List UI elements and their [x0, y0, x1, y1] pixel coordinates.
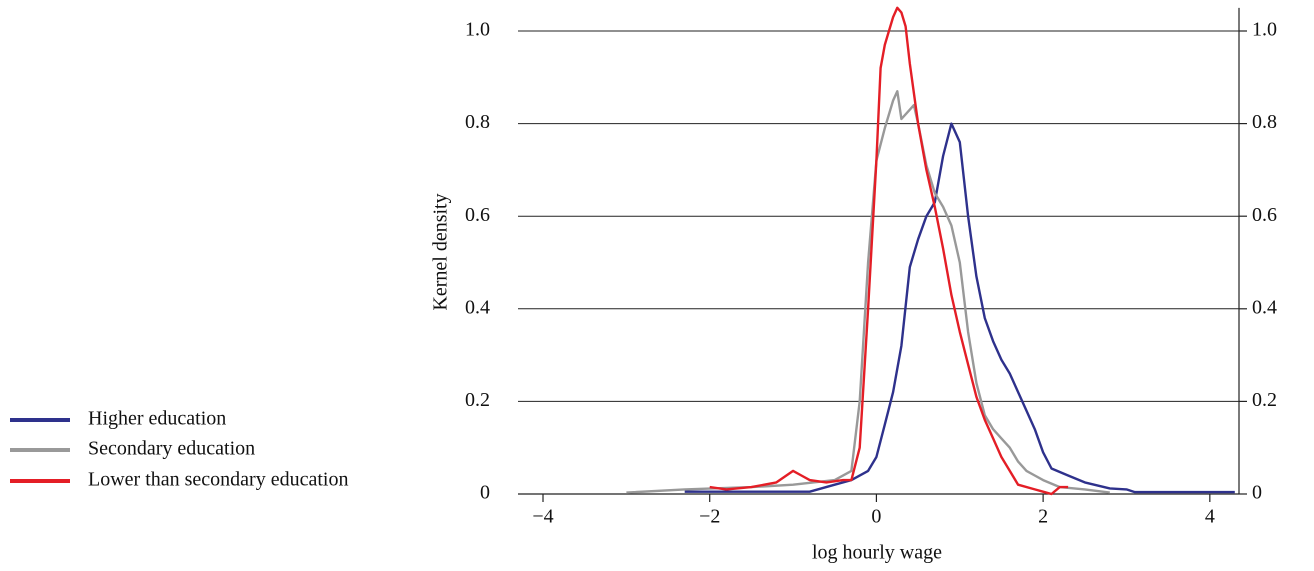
y-tick-label: 0.4 — [465, 296, 490, 318]
y-right-tick-label: 0.4 — [1252, 296, 1277, 318]
legend-label: Secondary education — [88, 438, 255, 460]
x-tick-label: 2 — [1038, 506, 1048, 528]
y-right-tick-label: 0.2 — [1252, 389, 1277, 411]
y-right-tick-label: 0.8 — [1252, 111, 1277, 133]
x-tick-label: −4 — [532, 506, 553, 528]
series-line — [684, 122, 1235, 494]
x-tick-label: 4 — [1205, 506, 1215, 528]
y-tick-label: 0.6 — [465, 204, 490, 226]
y-axis-label: Kernel density — [430, 193, 452, 310]
legend-label: Lower than secondary education — [88, 469, 348, 491]
y-tick-label: 0.2 — [465, 389, 490, 411]
y-right-tick-label: 0.6 — [1252, 204, 1277, 226]
x-tick-label: −2 — [699, 506, 720, 528]
x-tick-label: 0 — [871, 506, 881, 528]
y-right-tick-label: 1.0 — [1252, 19, 1277, 41]
y-tick-label: 0.8 — [465, 111, 490, 133]
x-axis-label: log hourly wage — [812, 542, 942, 564]
y-tick-label: 0 — [480, 482, 490, 504]
y-tick-label: 1.0 — [465, 19, 490, 41]
series-line — [709, 6, 1069, 496]
legend-label: Higher education — [88, 408, 226, 430]
y-right-tick-label: 0 — [1252, 482, 1262, 504]
series-line — [626, 89, 1110, 494]
